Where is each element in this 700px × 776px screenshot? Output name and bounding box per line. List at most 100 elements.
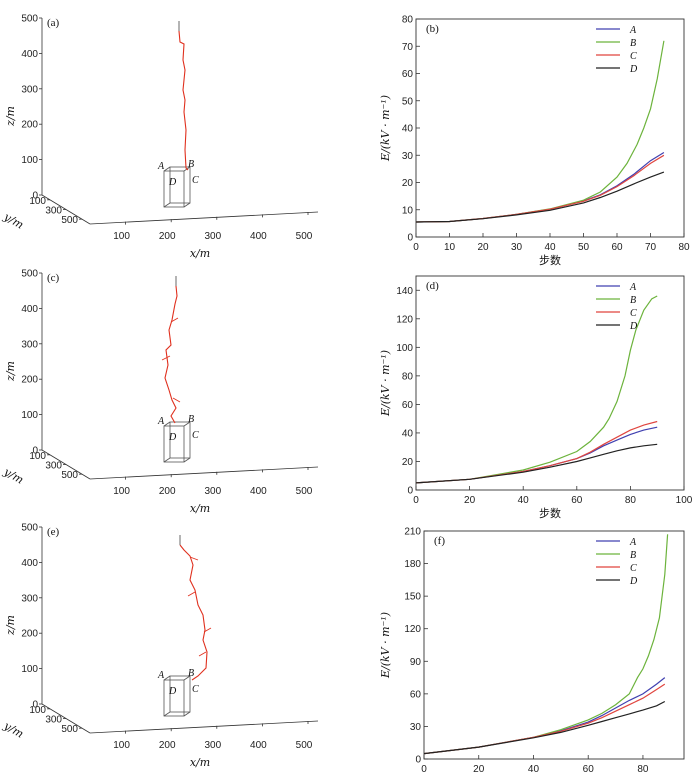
legend-label-B: B xyxy=(630,295,636,306)
box-edge xyxy=(183,675,191,681)
x-tick-label: 500 xyxy=(296,486,313,497)
y-tick-label: 20 xyxy=(402,178,414,189)
legend-label-A: A xyxy=(629,282,637,293)
z-tick-label: 0 xyxy=(32,191,38,202)
y-tick-label: 300 xyxy=(45,206,62,217)
y-tick-label: 0 xyxy=(407,486,413,497)
y-tick-label: 100 xyxy=(396,343,413,354)
z-tick-label: 500 xyxy=(21,523,38,534)
x-tick-label: 100 xyxy=(113,231,130,242)
z-tick-label: 100 xyxy=(21,410,38,421)
legend-label-D: D xyxy=(629,64,638,75)
panel-label: (b) xyxy=(426,23,439,35)
panel-label: (f) xyxy=(434,535,445,547)
z-tick-label: 300 xyxy=(21,593,38,604)
series-line-B xyxy=(415,295,658,484)
y-axis-label: y/m xyxy=(1,719,26,741)
y-tick-label: 150 xyxy=(404,592,421,603)
x-tick-label: 200 xyxy=(159,231,176,242)
x-axis-label: x/m xyxy=(190,756,210,769)
y-tick-label: 140 xyxy=(396,286,413,297)
box-label-A: A xyxy=(157,416,165,427)
x-tick-label: 500 xyxy=(296,740,313,751)
y-tick-label: 0 xyxy=(407,233,413,244)
series-line-D xyxy=(423,700,666,755)
y-tick-label: 30 xyxy=(410,722,422,733)
x-axis-line xyxy=(89,466,319,480)
box-edge xyxy=(163,457,171,463)
x-tick-label: 200 xyxy=(159,486,176,497)
box-label-A: A xyxy=(157,670,165,681)
z-tick-label: 400 xyxy=(21,304,38,315)
x-tick-label: 0 xyxy=(413,242,419,253)
box-label-C: C xyxy=(192,430,199,441)
x-tick-label: 200 xyxy=(159,740,176,751)
leader-branch xyxy=(161,355,171,361)
box-edge xyxy=(183,202,191,208)
legend-label-A: A xyxy=(629,537,637,548)
box-label-C: C xyxy=(192,175,199,186)
z-tick-label: 300 xyxy=(21,84,38,95)
x-tick-label: 40 xyxy=(518,495,530,506)
box-label-D: D xyxy=(168,432,177,443)
series-line-C xyxy=(415,420,658,484)
x-tick-label: 100 xyxy=(676,495,693,506)
legend-label-D: D xyxy=(629,321,638,332)
box-label-B: B xyxy=(188,668,194,679)
x-tick-label: 50 xyxy=(578,242,590,253)
z-tick-label: 500 xyxy=(21,269,38,280)
x-tick-label: 80 xyxy=(625,495,637,506)
grounded-box xyxy=(163,675,191,717)
panel-label: (e) xyxy=(47,526,60,538)
legend-label-C: C xyxy=(630,308,637,319)
leader-branch xyxy=(172,397,181,403)
plot-frame xyxy=(415,275,685,491)
leader-branch xyxy=(189,556,199,561)
y-tick-label: 40 xyxy=(402,124,414,135)
box-label-D: D xyxy=(168,686,177,697)
box-edge xyxy=(163,711,171,717)
y-tick-label: 60 xyxy=(410,689,422,700)
x-tick-label: 0 xyxy=(421,764,427,775)
z-axis-label: z/m xyxy=(4,106,17,127)
y-tick-label: 120 xyxy=(396,314,413,325)
x-tick-label: 500 xyxy=(296,231,313,242)
y-axis-label: y/m xyxy=(1,465,26,487)
legend-label-C: C xyxy=(630,563,637,574)
z-tick-label: 400 xyxy=(21,49,38,60)
y-tick-label: 120 xyxy=(404,624,421,635)
x-tick-label: 20 xyxy=(464,495,476,506)
y-tick-label: 30 xyxy=(402,151,414,162)
leader-path xyxy=(179,544,208,681)
x-tick-label: 30 xyxy=(511,242,523,253)
box-label-A: A xyxy=(157,161,165,172)
y-tick-label: 20 xyxy=(402,457,414,468)
box-edge xyxy=(183,457,191,463)
z-tick-label: 0 xyxy=(32,700,38,711)
series-line-D xyxy=(415,171,665,223)
z-tick-label: 100 xyxy=(21,155,38,166)
box-edge xyxy=(163,421,171,427)
x-tick-label: 20 xyxy=(477,242,489,253)
x-tick-label: 400 xyxy=(250,231,267,242)
x-tick-label: 70 xyxy=(645,242,657,253)
box-front-face xyxy=(163,679,185,717)
x-tick-label: 40 xyxy=(528,764,540,775)
x-tick-label: 300 xyxy=(204,740,221,751)
box-edge xyxy=(163,675,171,681)
legend-label-A: A xyxy=(629,25,637,36)
x-axis-line xyxy=(89,211,319,225)
x-tick-label: 100 xyxy=(113,740,130,751)
panel-label: (c) xyxy=(47,272,60,284)
x-axis-label: 步数 xyxy=(539,254,561,267)
x-axis-label: 步数 xyxy=(539,507,561,520)
box-front-face xyxy=(163,170,185,208)
x-tick-label: 40 xyxy=(544,242,556,253)
series-line-D xyxy=(415,443,658,484)
x-axis-label: x/m xyxy=(190,502,210,515)
x-tick-label: 80 xyxy=(637,764,649,775)
y-axis-label: E/(kV · m⁻¹) xyxy=(379,95,392,162)
panel-b-line: 0 10 20 30 40 50 60 70 80 0 10 20 30 40 50 60 70 80 步数 E/(k… xyxy=(379,15,690,268)
